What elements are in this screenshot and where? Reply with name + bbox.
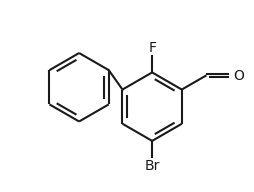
Text: F: F: [148, 41, 156, 55]
Text: O: O: [233, 69, 244, 83]
Text: Br: Br: [145, 159, 160, 173]
